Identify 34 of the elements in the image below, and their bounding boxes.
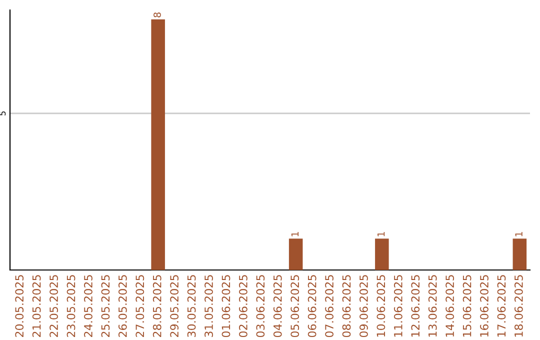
- x-tick-label: 11.06.2025: [394, 275, 402, 337]
- x-tick-label: 06.06.2025: [308, 275, 316, 338]
- x-tick-label: 05.06.2025: [290, 275, 300, 338]
- x-tick-label: 14.06.2025: [446, 275, 454, 337]
- x-tick-label: 26.05.2025: [118, 275, 127, 337]
- x-tick-label: 29.05.2025: [170, 275, 179, 337]
- x-tick-label: 16.06.2025: [480, 275, 488, 337]
- x-tick-label: 01.06.2025: [222, 275, 230, 338]
- x-tick-label: 30.05.2025: [187, 275, 196, 337]
- x-tick-label: 24.05.2025: [84, 275, 92, 337]
- x-tick-label: 31.05.2025: [204, 275, 213, 337]
- data-label: 1: [378, 232, 385, 236]
- x-tick-label: 25.05.2025: [101, 275, 110, 337]
- data-label: 1: [515, 232, 522, 236]
- data-label: 1: [291, 232, 299, 236]
- data-label: 8: [154, 12, 161, 18]
- x-tick-label: 10.06.2025: [376, 275, 386, 337]
- x-tick-label: 17.06.2025: [497, 275, 506, 337]
- x-tick-label: 03.06.2025: [256, 275, 265, 338]
- x-tick-label: 22.05.2025: [50, 275, 58, 337]
- x-tick-label: 21.05.2025: [32, 275, 41, 337]
- x-tick-label: 02.06.2025: [238, 275, 248, 338]
- x-tick-label: 27.05.2025: [136, 275, 144, 337]
- x-tick-label: 12.06.2025: [411, 275, 420, 337]
- x-tick-label: 13.06.2025: [428, 275, 437, 337]
- x-tick-label: 08.06.2025: [342, 275, 351, 338]
- x-tick-label: 15.06.2025: [462, 275, 472, 337]
- x-tick-label: 28.05.2025: [152, 275, 162, 337]
- x-tick-label: 07.06.2025: [325, 275, 334, 338]
- x-tick-label: 09.06.2025: [360, 275, 368, 338]
- x-tick-label: 23.05.2025: [66, 275, 76, 337]
- x-tick-label: 18.06.2025: [514, 275, 523, 337]
- x-tick-label: 20.05.2025: [15, 275, 24, 337]
- x-tick-label: 04.06.2025: [273, 275, 282, 338]
